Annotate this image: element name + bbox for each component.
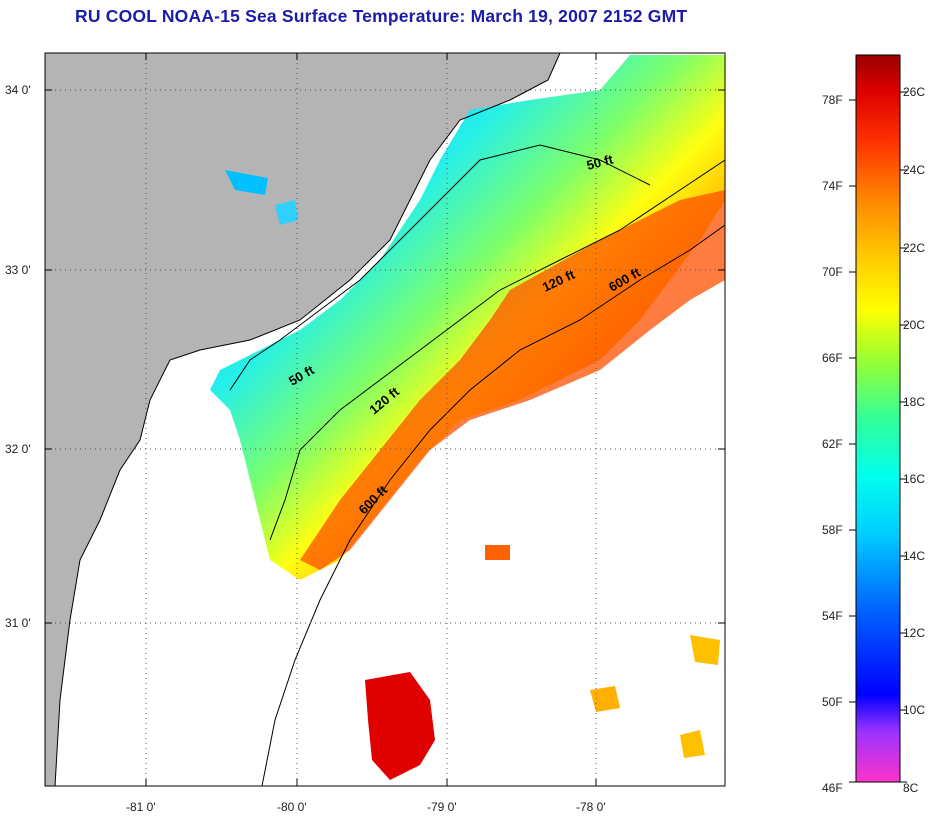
lon-label-78: -78 0' — [576, 800, 606, 814]
lat-label-31: 31 0' — [5, 616, 31, 630]
cbar-c-16: 16C — [903, 472, 925, 486]
lon-label-79: -79 0' — [427, 800, 457, 814]
lat-label-32: 32 0' — [5, 442, 31, 456]
cbar-c-22: 22C — [903, 241, 925, 255]
cbar-c-14: 14C — [903, 549, 925, 563]
cbar-c-20: 20C — [903, 318, 925, 332]
colorbar-ticks — [849, 91, 907, 783]
warm-patch-south — [365, 672, 435, 780]
lat-label-33: 33 0' — [5, 263, 31, 277]
cool-patch-sound — [225, 170, 268, 195]
map-area: 50 ft 120 ft 600 ft 50 ft 120 ft 600 ft — [45, 53, 725, 786]
cbar-f-70: 70F — [822, 265, 843, 279]
cbar-f-46: 46F — [822, 781, 843, 795]
land-mass — [45, 53, 560, 786]
cbar-c-26: 26C — [903, 85, 925, 99]
lon-axis — [145, 53, 597, 786]
lat-axis — [45, 89, 725, 624]
cool-patch-island — [275, 200, 298, 225]
contour-50ft — [229, 144, 651, 391]
warm-patch-mid — [590, 686, 620, 712]
map-title: RU COOL NOAA-15 Sea Surface Temperature:… — [75, 6, 688, 26]
grid-lines — [45, 53, 725, 786]
cbar-f-78: 78F — [822, 93, 843, 107]
map-frame — [44, 52, 726, 787]
cbar-f-66: 66F — [822, 351, 843, 365]
colorbar-gradient — [855, 54, 901, 783]
cbar-f-74: 74F — [822, 179, 843, 193]
cbar-f-50: 50F — [822, 695, 843, 709]
lon-label-80: -80 0' — [277, 800, 307, 814]
gulf-stream-band — [300, 190, 725, 570]
warm-patch-east2 — [680, 730, 705, 758]
contour-label-50ft-north: 50 ft — [585, 151, 615, 173]
cbar-f-62: 62F — [822, 437, 843, 451]
sst-band — [210, 55, 725, 580]
cbar-c-10: 10C — [903, 703, 925, 717]
cbar-f-58: 58F — [822, 523, 843, 537]
cbar-c-24: 24C — [903, 163, 925, 177]
lon-label-81: -81 0' — [126, 800, 156, 814]
warm-patch-east — [690, 635, 720, 665]
contour-600ft — [261, 224, 725, 786]
warm-patch-small — [485, 545, 510, 560]
cbar-f-54: 54F — [822, 609, 843, 623]
cbar-c-12: 12C — [903, 626, 925, 640]
cbar-c-18: 18C — [903, 395, 925, 409]
coastline — [54, 53, 561, 786]
lat-label-34: 34 0' — [5, 83, 31, 97]
cbar-c-8: 8C — [903, 781, 919, 795]
